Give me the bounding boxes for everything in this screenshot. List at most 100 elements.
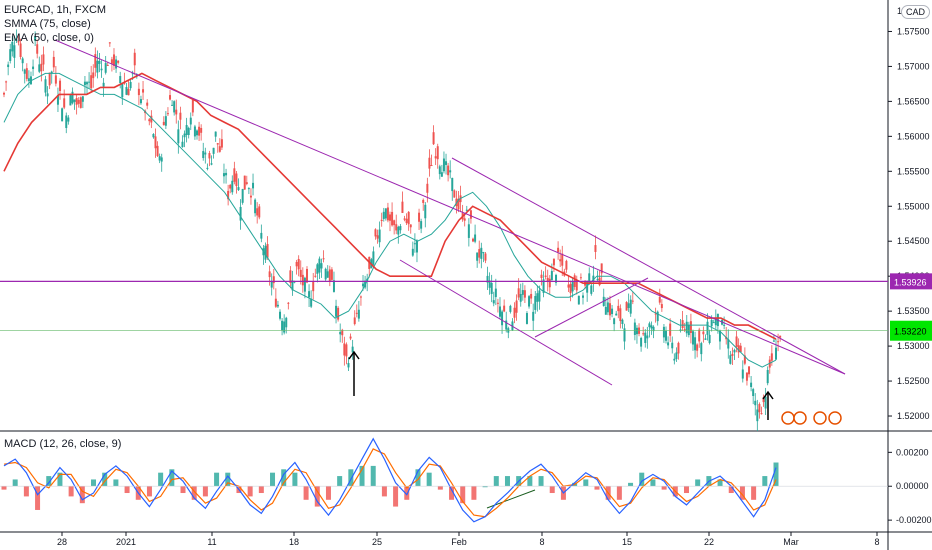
candle	[389, 214, 391, 221]
candle	[129, 81, 132, 89]
time-tick-label: 8	[539, 537, 544, 547]
ema-legend[interactable]: EMA (50, close, 0)	[4, 32, 94, 44]
candle	[434, 156, 437, 159]
macd-histogram-bar	[169, 469, 175, 487]
macd-histogram-bar	[583, 479, 589, 487]
macd-histogram-bar	[348, 469, 354, 487]
macd-line	[3, 437, 777, 523]
candle	[166, 113, 169, 115]
candle	[449, 170, 452, 173]
candle	[100, 68, 103, 71]
candle	[428, 157, 431, 169]
symbol-title[interactable]: EURCAD, 1h, FXCM	[4, 4, 107, 16]
candle	[627, 303, 630, 308]
candle	[202, 151, 205, 159]
currency-badge[interactable]: CAD	[900, 5, 930, 19]
price-badge	[890, 320, 932, 341]
candle	[50, 71, 53, 74]
candle	[106, 64, 109, 66]
candle	[494, 288, 497, 298]
macd-histogram-bar	[113, 479, 119, 487]
candle	[380, 219, 383, 222]
candle	[9, 49, 12, 61]
candle	[312, 281, 315, 292]
candle	[231, 180, 234, 193]
drawings	[0, 39, 888, 509]
candle	[148, 119, 151, 122]
candle	[139, 99, 142, 104]
price-tick-label: 1.54500	[897, 236, 930, 246]
candle	[56, 95, 59, 105]
candle	[540, 274, 543, 279]
candle	[391, 211, 394, 226]
macd-legend[interactable]: MACD (12, 26, close, 9)	[4, 438, 122, 450]
candle	[704, 338, 707, 340]
candle	[608, 303, 611, 316]
macd-histogram-bar	[504, 476, 510, 487]
candle	[681, 320, 684, 328]
price-tick-label: 1.55000	[897, 201, 930, 211]
candle	[349, 336, 352, 339]
axes: 1.520001.525001.530001.535001.540001.545…	[57, 6, 932, 547]
candle	[438, 166, 441, 175]
macd-histogram-bar	[214, 472, 220, 487]
macd-histogram-bar	[202, 486, 208, 497]
candle	[362, 283, 365, 287]
candle	[469, 210, 472, 219]
time-tick-label: 15	[622, 537, 632, 547]
candle	[658, 296, 661, 303]
candle	[760, 413, 763, 415]
candle	[193, 126, 196, 137]
event-icon	[781, 411, 795, 425]
candle	[357, 309, 360, 319]
candle	[225, 172, 228, 176]
candle	[673, 358, 676, 361]
candle	[142, 89, 145, 93]
macd-histogram-bar	[415, 469, 421, 487]
candle	[750, 382, 753, 388]
candle	[756, 409, 759, 422]
candle	[411, 248, 414, 256]
candle	[727, 339, 730, 349]
candle	[339, 331, 342, 335]
candle	[191, 100, 194, 113]
upper-trendline	[54, 39, 846, 375]
arrow-up-2-head	[762, 390, 774, 400]
candle	[646, 335, 649, 339]
candle	[631, 300, 634, 302]
macd-tick-label: -0.00200	[896, 515, 932, 525]
price-tick-label: 1.56000	[897, 131, 930, 141]
candle	[108, 42, 111, 44]
candle	[762, 397, 765, 403]
candle	[125, 87, 128, 95]
event-icon	[813, 411, 827, 425]
candle	[617, 305, 620, 312]
macd-histogram-bar	[449, 486, 455, 500]
candle	[735, 336, 738, 347]
candle	[621, 319, 624, 325]
candle	[71, 91, 74, 104]
price-tick-label: 1.55500	[897, 166, 930, 176]
candle	[393, 220, 396, 226]
channel-upper-line	[451, 157, 846, 375]
candle	[279, 311, 282, 319]
candle	[198, 126, 201, 136]
candle	[347, 363, 350, 368]
smma-legend[interactable]: SMMA (75, close)	[4, 18, 91, 30]
candle	[662, 326, 665, 338]
candle	[523, 290, 526, 298]
macd-histogram-bar	[695, 479, 701, 487]
price-tick-label: 1.57500	[897, 26, 930, 36]
candle	[440, 172, 443, 177]
candle	[210, 163, 213, 165]
candle	[332, 280, 335, 292]
candle	[324, 268, 327, 280]
candle	[644, 332, 647, 343]
candle	[764, 396, 767, 409]
candle	[611, 308, 614, 315]
candle	[447, 165, 450, 176]
time-tick-label: 18	[289, 537, 299, 547]
candle	[509, 305, 512, 312]
moving-averages	[3, 72, 777, 368]
